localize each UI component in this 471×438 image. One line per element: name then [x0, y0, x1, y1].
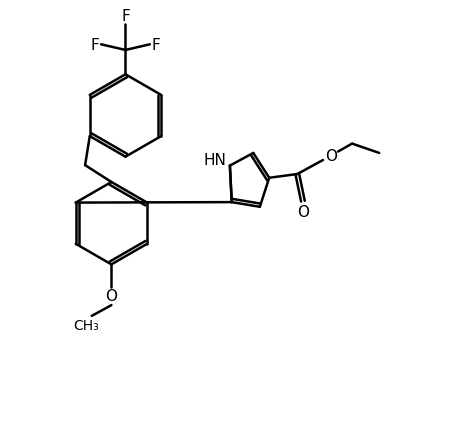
Text: O: O: [106, 289, 117, 304]
Text: O: O: [297, 205, 309, 219]
Text: HN: HN: [203, 153, 227, 168]
Text: CH₃: CH₃: [73, 318, 99, 332]
Text: F: F: [152, 38, 160, 53]
Text: O: O: [325, 149, 338, 164]
Text: F: F: [90, 38, 99, 53]
Text: F: F: [121, 9, 130, 24]
